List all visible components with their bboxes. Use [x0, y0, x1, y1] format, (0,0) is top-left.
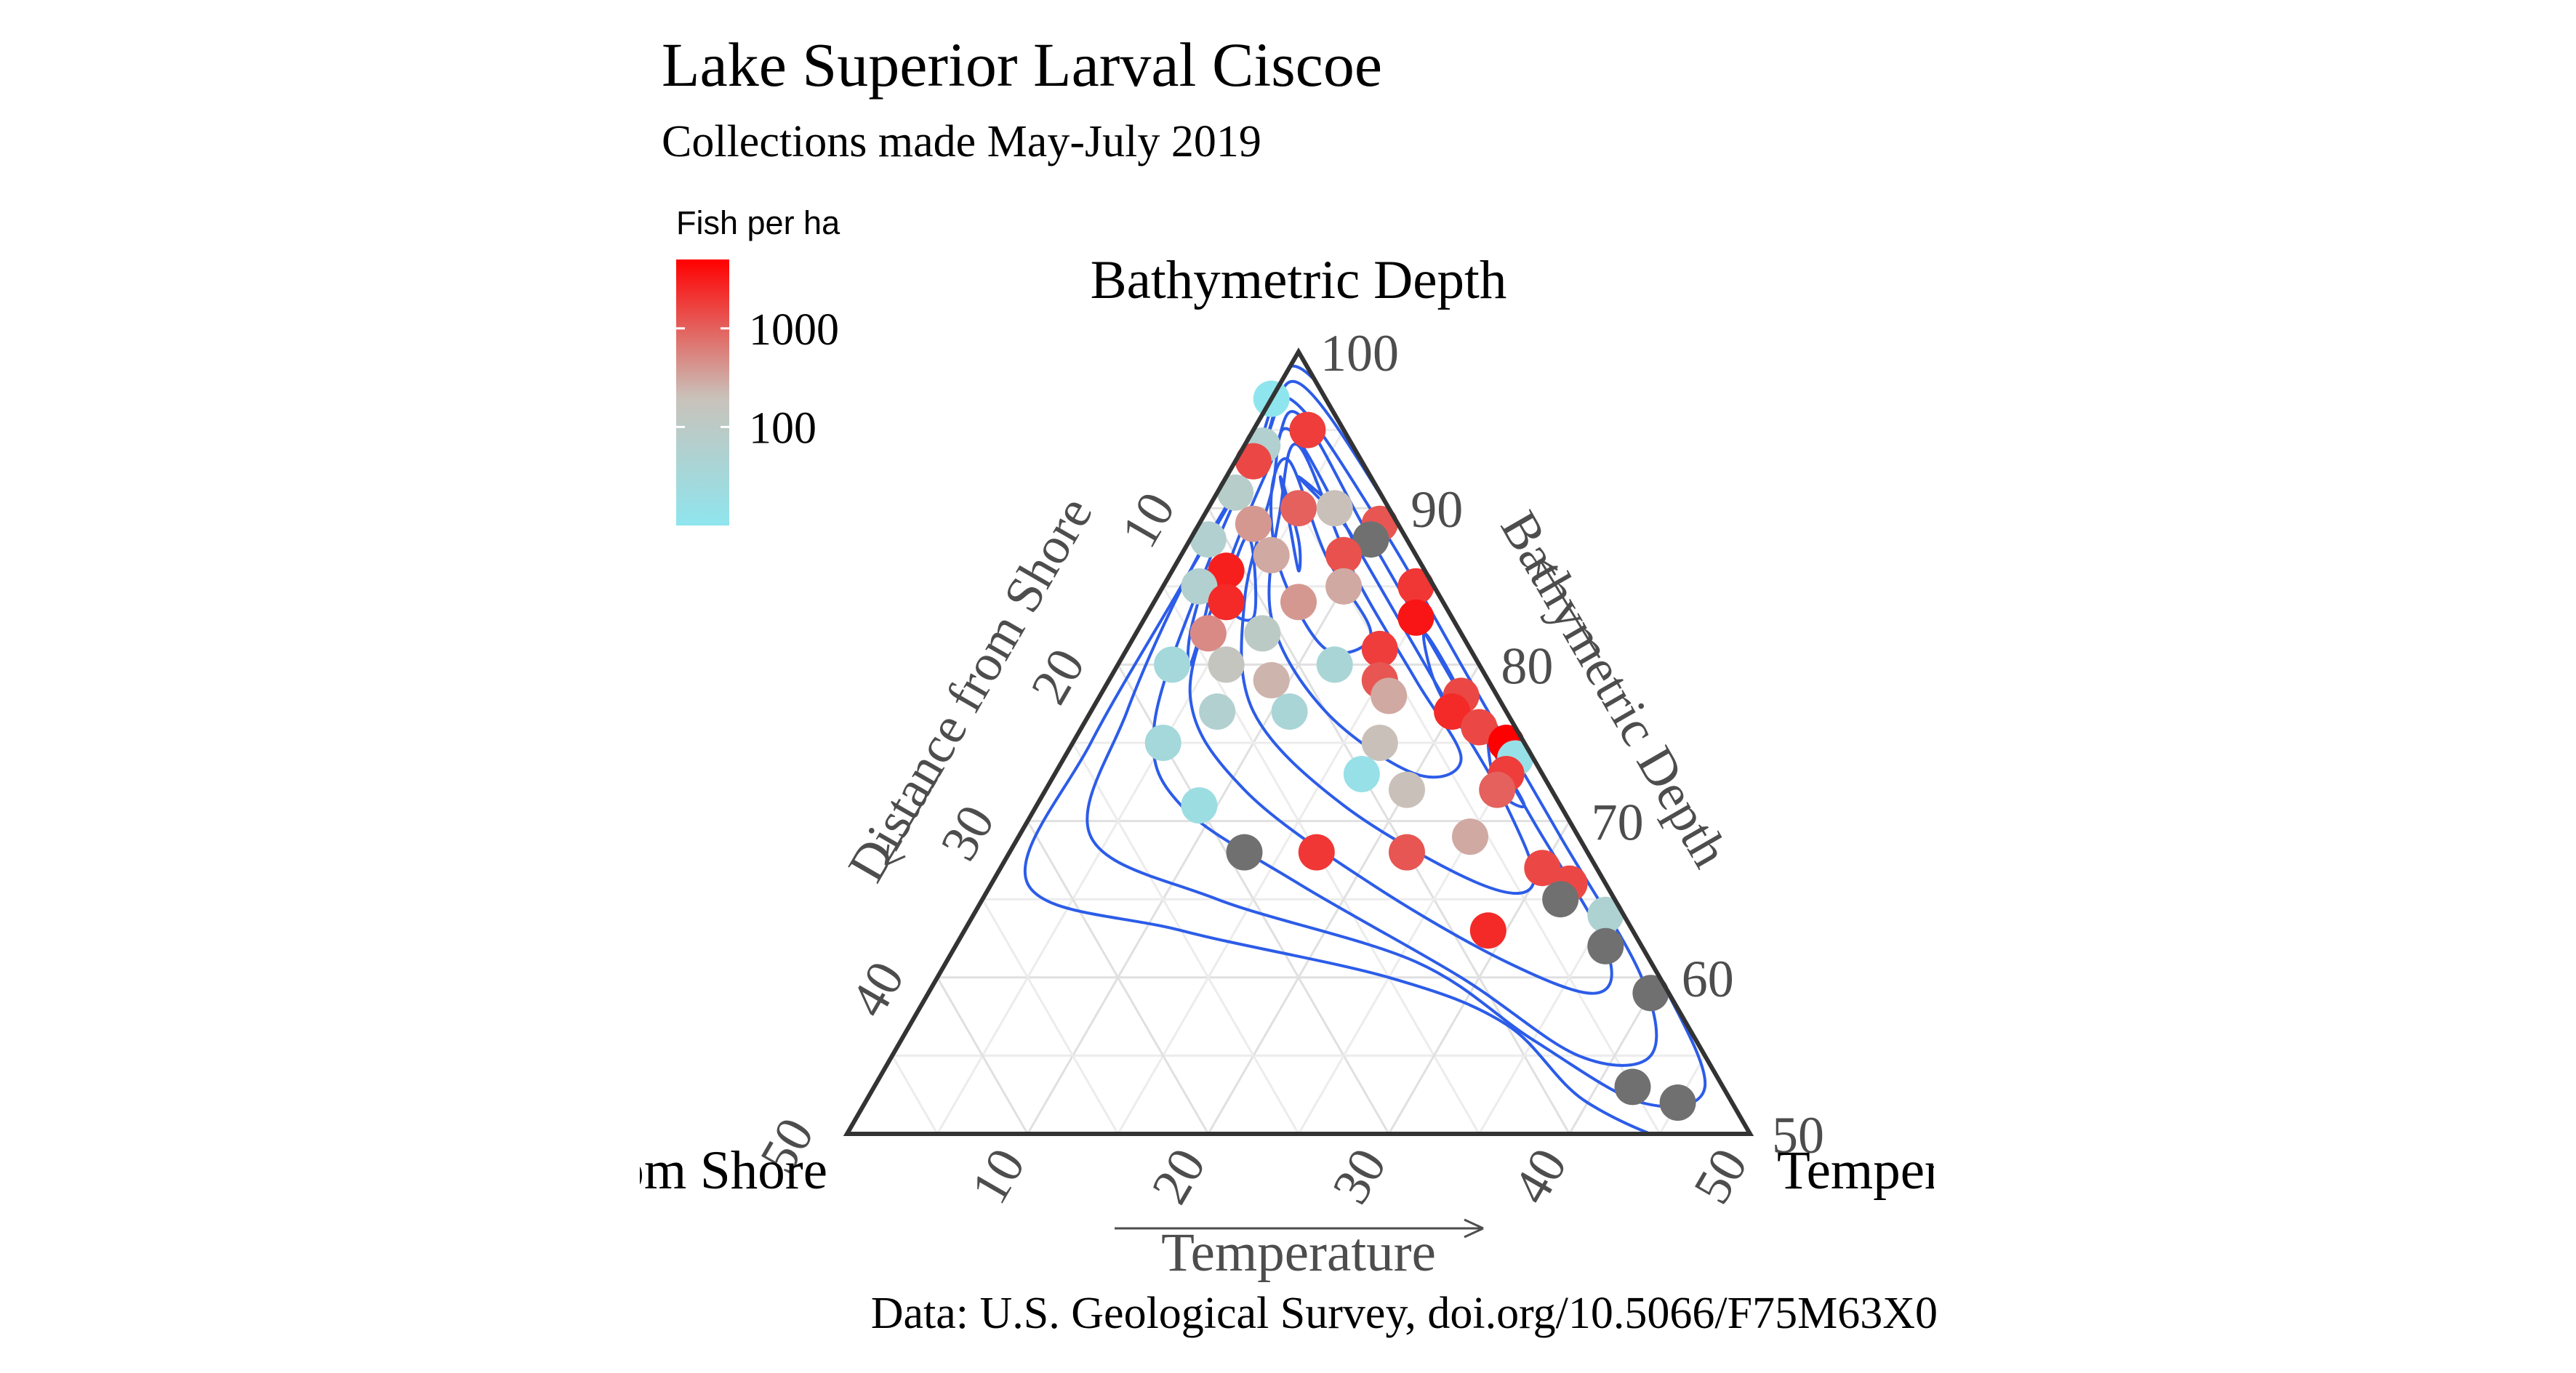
tick-label-right: 80	[1501, 637, 1553, 695]
tick-label-bottom: 50	[1682, 1139, 1759, 1213]
tick-label-left: 30	[929, 795, 1006, 869]
data-point	[1208, 552, 1245, 589]
legend-tick-label: 100	[749, 403, 816, 453]
data-point	[1280, 490, 1317, 527]
data-point	[1154, 646, 1191, 683]
tick-label-right: 50	[1772, 1106, 1824, 1164]
data-point	[1397, 568, 1435, 605]
data-point	[1199, 693, 1236, 730]
chart-caption: Data: U.S. Geological Survey, doi.org/10…	[871, 1289, 1938, 1338]
data-point	[1208, 584, 1245, 621]
axis-title-bottom: Temperature	[1161, 1223, 1436, 1283]
data-point	[1316, 490, 1353, 527]
grid-line	[1297, 742, 1525, 1135]
chart-title: Lake Superior Larval Ciscoe	[662, 30, 1382, 100]
data-point	[1524, 850, 1561, 887]
data-point	[1632, 975, 1669, 1012]
data-point	[1280, 584, 1317, 621]
tick-label-right: 70	[1592, 794, 1644, 852]
vertex-label-right: Temperature	[1777, 1140, 2052, 1201]
triangle-frame	[843, 347, 1754, 1136]
grid-line	[982, 898, 1119, 1135]
data-point	[1181, 787, 1218, 824]
data-point	[1271, 693, 1308, 730]
tick-label-left: 10	[1110, 483, 1186, 557]
grid-line	[891, 1055, 939, 1135]
grid-line	[936, 977, 1029, 1135]
tick-label-bottom: 40	[1501, 1139, 1578, 1213]
data-point	[1614, 1068, 1651, 1106]
vertex-label-right-clip: Temperature	[1777, 1140, 2052, 1201]
data-point	[1452, 818, 1488, 855]
data-point	[1226, 834, 1263, 871]
grid-line	[1072, 742, 1300, 1135]
data-point	[1434, 693, 1471, 730]
data-point	[1479, 771, 1516, 808]
chart-subtitle: Collections made May-July 2019	[662, 117, 1261, 166]
data-point	[1189, 521, 1227, 558]
data-point	[1469, 912, 1506, 949]
data-point	[1659, 1084, 1696, 1121]
axis-arrow-bottom	[1115, 1218, 1484, 1239]
tick-label-bottom: 10	[960, 1139, 1036, 1213]
tick-label-left: 20	[1019, 639, 1096, 713]
data-point	[1289, 411, 1326, 448]
data-point	[1461, 709, 1498, 746]
data-point	[1181, 568, 1218, 605]
data-point	[1587, 896, 1624, 933]
data-point	[1144, 725, 1181, 761]
data-point	[1235, 505, 1272, 542]
data-point	[1253, 661, 1290, 698]
data-point	[1587, 927, 1624, 965]
data-point	[1217, 474, 1254, 511]
data-point	[1235, 443, 1272, 480]
axis-arrow-right	[1536, 558, 1601, 659]
tick-label-right: 90	[1411, 480, 1463, 539]
tick-label-right: 60	[1682, 950, 1734, 1008]
data-point	[1208, 646, 1245, 683]
tick-label-right: 100	[1320, 324, 1399, 382]
data-point	[1298, 834, 1335, 871]
grid-line	[1027, 820, 1210, 1135]
data-point	[1244, 615, 1281, 652]
legend-title: Fish per ha	[676, 204, 840, 241]
data-point	[1542, 881, 1579, 918]
data-point	[1343, 756, 1380, 792]
legend-ticks: 1000 100	[676, 305, 839, 453]
data-point	[1253, 536, 1290, 573]
data-point	[1325, 536, 1363, 573]
vertex-label-left-clip: Distance from Shore	[376, 1140, 827, 1201]
data-point	[1389, 771, 1425, 808]
data-point	[1371, 677, 1408, 714]
data-point	[1316, 646, 1353, 683]
legend-colorbar	[676, 259, 729, 526]
color-legend: Fish per ha 1000 100	[676, 204, 840, 526]
data-point	[1397, 599, 1435, 636]
data-point	[1361, 630, 1398, 667]
tick-label-bottom: 20	[1140, 1139, 1216, 1213]
tick-label-bottom: 30	[1321, 1139, 1397, 1213]
vertex-label-top: Bathymetric Depth	[1091, 250, 1507, 310]
data-point	[1389, 834, 1425, 871]
legend-tick-label: 1000	[749, 305, 839, 355]
data-points	[1144, 380, 1696, 1121]
data-point	[1189, 615, 1227, 652]
data-point	[1325, 568, 1363, 605]
vertex-label-left: Distance from Shore	[376, 1140, 827, 1201]
data-point	[1352, 521, 1389, 558]
axis-arrow-left	[884, 770, 943, 866]
tick-label-left: 40	[839, 952, 915, 1026]
data-point	[1361, 725, 1398, 761]
